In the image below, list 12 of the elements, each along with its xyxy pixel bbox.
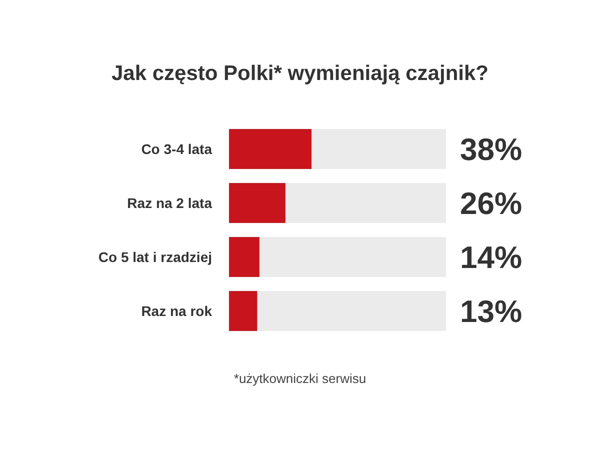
- y-tick-label: Co 3-4 lata: [141, 140, 212, 157]
- data-label: 38%: [460, 132, 522, 168]
- data-label: 26%: [460, 186, 522, 222]
- chart-title: Jak często Polki* wymieniają czajnik?: [111, 62, 489, 85]
- data-label: 13%: [460, 294, 522, 330]
- text: *użytkowniczki serwisu: [234, 371, 366, 386]
- y-tick-label: Raz na 2 lata: [127, 194, 212, 211]
- y-tick-label: Co 5 lat i rzadziej: [98, 248, 212, 265]
- data-label: 14%: [460, 240, 522, 276]
- bar: [229, 291, 258, 331]
- bar: [229, 237, 260, 277]
- y-tick-label: Raz na rok: [141, 302, 212, 319]
